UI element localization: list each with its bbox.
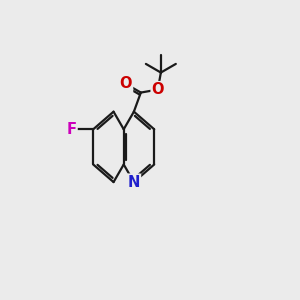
Text: N: N [128,175,140,190]
Text: F: F [67,122,76,137]
Text: O: O [120,76,132,92]
Text: O: O [152,82,164,97]
